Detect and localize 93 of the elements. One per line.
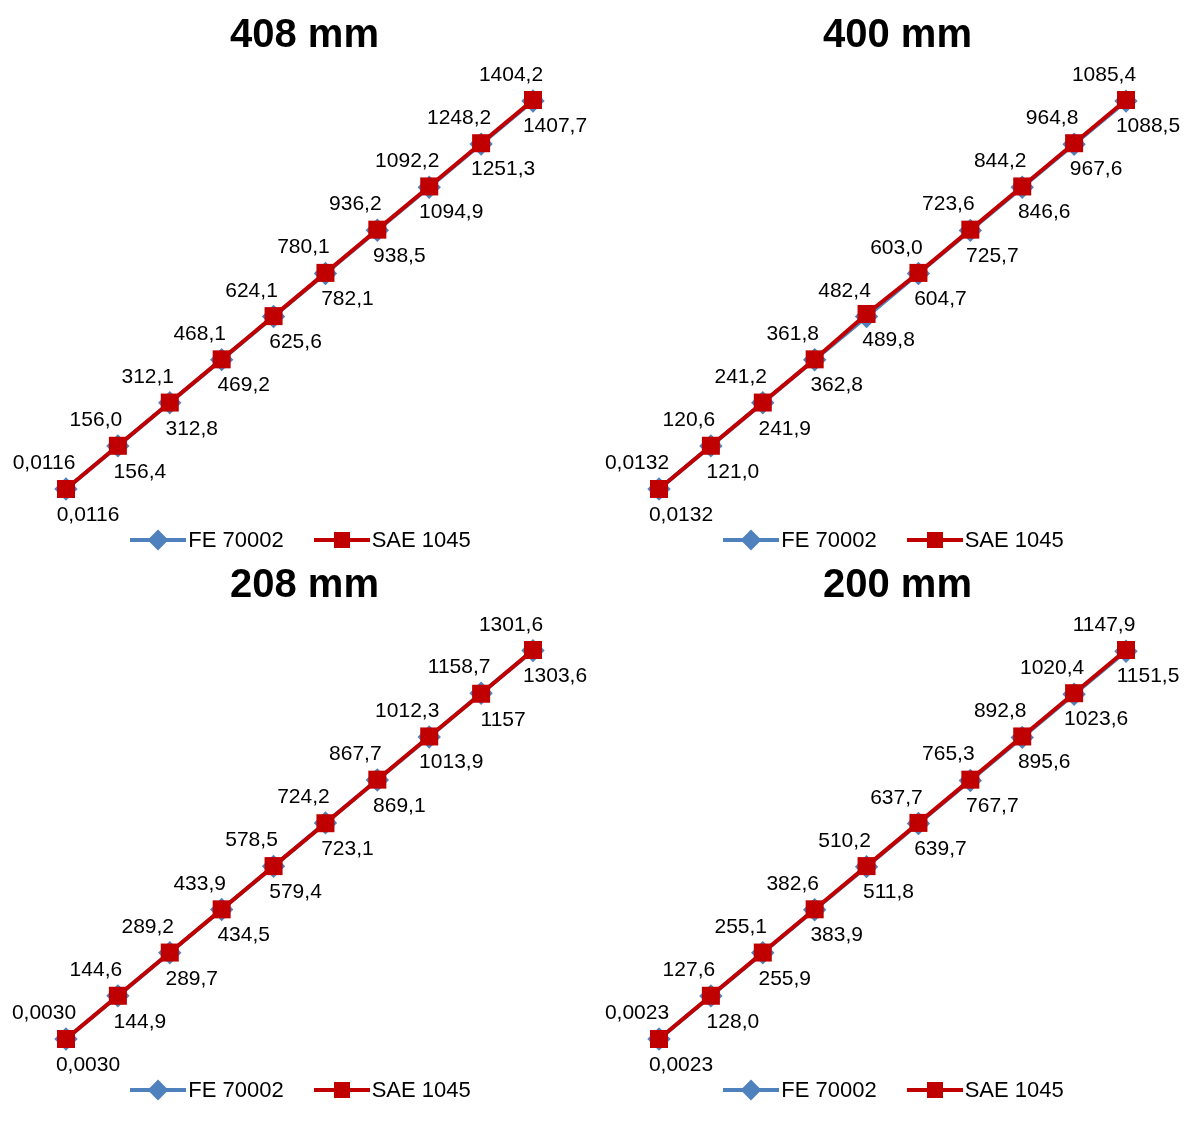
data-label: 1092,2 xyxy=(375,148,440,172)
data-label: 0,0030 xyxy=(11,1000,77,1023)
data-label: 128,0 xyxy=(706,1008,760,1032)
legend-label: FE 70002 xyxy=(781,527,877,553)
data-label: 144,6 xyxy=(69,956,123,980)
data-label: 241,9 xyxy=(758,415,812,439)
data-label: 603,0 xyxy=(870,234,923,258)
data-label: 469,2 xyxy=(217,372,270,396)
data-label: 1407,7 xyxy=(522,113,588,136)
data-label: 0,0030 xyxy=(55,1052,121,1075)
data-label: 938,5 xyxy=(373,242,426,266)
data-label: 362,8 xyxy=(810,372,863,396)
data-label: 1157 xyxy=(480,706,526,730)
data-label: 156,0 xyxy=(69,406,123,430)
data-label: 637,7 xyxy=(870,784,923,808)
data-label: 624,1 xyxy=(225,277,278,301)
data-label: 156,4 xyxy=(113,458,167,482)
chart-title: 208 mm xyxy=(229,560,380,607)
data-label: 1088,5 xyxy=(1115,113,1181,136)
data-label: 1251,3 xyxy=(470,156,536,180)
data-label: 1404,2 xyxy=(478,61,544,85)
data-label: 1158,7 xyxy=(427,654,491,678)
data-label: 1147,9 xyxy=(1072,612,1136,636)
legend-label: FE 70002 xyxy=(188,1077,284,1103)
data-label: 1094,9 xyxy=(419,199,484,223)
data-label: 0,0132 xyxy=(648,502,714,525)
data-label: 120,6 xyxy=(662,406,716,430)
data-label: 1248,2 xyxy=(426,105,492,129)
data-label: 468,1 xyxy=(173,320,226,344)
data-label: 289,7 xyxy=(165,965,219,989)
data-label: 1020,4 xyxy=(1019,655,1085,679)
data-label: 0,0023 xyxy=(648,1052,714,1075)
data-label: 433,9 xyxy=(173,870,226,894)
point xyxy=(857,304,876,323)
data-label: 578,5 xyxy=(225,827,278,851)
data-label: 1085,4 xyxy=(1071,62,1137,86)
data-label: 144,9 xyxy=(113,1008,167,1032)
data-label: 312,1 xyxy=(121,363,175,387)
data-label: 604,7 xyxy=(914,285,967,309)
data-label: 510,2 xyxy=(818,827,871,851)
data-label: 1023,6 xyxy=(1063,706,1129,730)
chart-title: 400 mm xyxy=(822,10,973,57)
data-label: 895,6 xyxy=(1017,749,1071,773)
data-label: 489,8 xyxy=(862,326,915,350)
legend-label: FE 70002 xyxy=(781,1077,877,1103)
data-label: 0,0116 xyxy=(56,502,120,525)
data-label: 255,9 xyxy=(758,965,812,989)
chart-title: 200 mm xyxy=(822,560,973,607)
data-label: 289,2 xyxy=(121,913,175,937)
legend-label: SAE 1045 xyxy=(371,1077,471,1103)
data-label: 361,8 xyxy=(766,320,819,344)
data-label: 724,2 xyxy=(277,783,330,807)
data-label: 511,8 xyxy=(863,879,915,903)
data-label: 782,1 xyxy=(321,285,374,309)
data-label: 127,6 xyxy=(662,956,716,980)
data-label: 241,2 xyxy=(714,363,768,387)
legend-label: SAE 1045 xyxy=(371,527,471,553)
data-label: 121,0 xyxy=(706,458,760,482)
data-label: 625,6 xyxy=(269,329,322,353)
data-label: 844,2 xyxy=(973,148,1027,172)
data-label: 723,1 xyxy=(321,836,374,860)
data-label: 869,1 xyxy=(373,792,426,816)
data-label: 767,7 xyxy=(966,792,1019,816)
data-label: 725,7 xyxy=(966,242,1019,266)
data-label: 0,0132 xyxy=(604,450,670,473)
data-label: 723,6 xyxy=(922,191,975,215)
data-label: 382,6 xyxy=(766,870,819,894)
data-label: 639,7 xyxy=(914,835,967,859)
chart-title: 408 mm xyxy=(229,10,380,57)
data-label: 0,0023 xyxy=(604,1000,670,1023)
data-label: 867,7 xyxy=(329,741,382,765)
data-label: 482,4 xyxy=(818,277,872,301)
data-label: 765,3 xyxy=(922,741,975,765)
legend-label: FE 70002 xyxy=(188,527,284,553)
data-label: 846,6 xyxy=(1017,199,1071,223)
data-label: 967,6 xyxy=(1069,156,1123,180)
data-label: 936,2 xyxy=(329,191,382,215)
data-label: 255,1 xyxy=(714,913,768,937)
data-label: 0,0116 xyxy=(12,450,76,473)
data-label: 1012,3 xyxy=(375,697,440,721)
data-label: 312,8 xyxy=(165,415,219,439)
data-label: 1151,5 xyxy=(1116,663,1180,686)
data-label: 1013,9 xyxy=(419,749,484,773)
data-label: 434,5 xyxy=(217,922,270,946)
data-label: 1301,6 xyxy=(478,611,544,635)
data-label: 383,9 xyxy=(810,922,863,946)
data-label: 964,8 xyxy=(1025,105,1079,129)
legend-label: SAE 1045 xyxy=(964,527,1064,553)
data-label: 1303,6 xyxy=(522,663,588,686)
legend-label: SAE 1045 xyxy=(964,1077,1064,1103)
data-label: 780,1 xyxy=(277,234,330,258)
data-label: 579,4 xyxy=(269,879,323,903)
data-label: 892,8 xyxy=(973,698,1027,722)
